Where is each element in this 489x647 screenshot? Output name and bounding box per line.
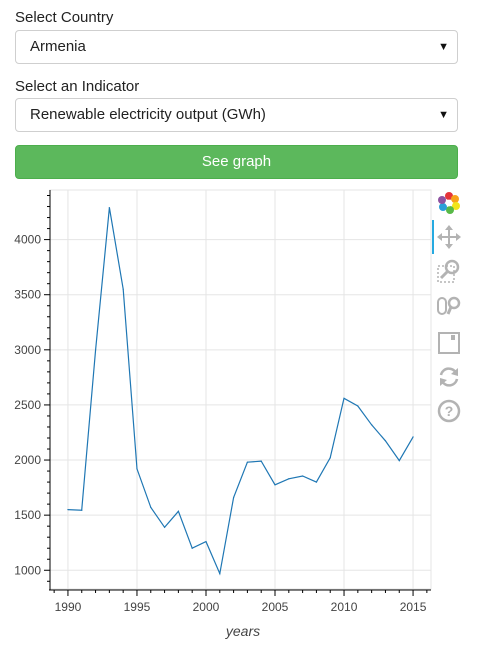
x-tick-label: 2010: [331, 600, 358, 614]
x-tick-label: 2000: [193, 600, 220, 614]
indicator-select-value: Renewable electricity output (GWh): [30, 106, 266, 123]
save-icon[interactable]: [436, 330, 462, 356]
x-tick-label: 2005: [262, 600, 289, 614]
x-axis-label: years: [225, 623, 260, 639]
data-point: [81, 509, 83, 511]
data-point: [357, 405, 359, 407]
data-point: [288, 478, 290, 480]
data-point: [94, 349, 97, 351]
series-layer: [67, 207, 414, 576]
y-tick-label: 1500: [14, 508, 41, 522]
data-point: [163, 526, 166, 528]
country-label: Select Country: [15, 9, 114, 26]
x-tick-label: 1990: [55, 600, 82, 614]
y-tick-label: 1000: [14, 563, 41, 577]
data-point: [274, 484, 276, 486]
see-graph-button[interactable]: See graph: [15, 145, 458, 179]
y-tick-label: 4000: [14, 233, 41, 247]
help-icon[interactable]: ?: [436, 398, 462, 424]
indicator-label: Select an Indicator: [15, 78, 140, 95]
reset-icon[interactable]: [436, 364, 462, 390]
active-tool-indicator: [432, 220, 434, 254]
pan-icon[interactable]: [436, 224, 462, 250]
y-tick-label: 2000: [14, 453, 41, 467]
data-point: [302, 475, 304, 477]
box-zoom-icon[interactable]: [436, 258, 462, 284]
data-point: [398, 459, 400, 462]
dropdown-arrow-icon: ▼: [438, 41, 449, 53]
axes: 1000 1500 2000 2500 3000 3500 4000 1990 1995 2000…: [14, 190, 431, 614]
data-point: [343, 397, 345, 399]
y-tick-label: 3000: [14, 343, 41, 357]
plot-background: [0, 184, 432, 647]
grid-lines: [50, 190, 431, 589]
data-point: [67, 509, 69, 511]
plot-toolbar: ?: [432, 188, 466, 428]
svg-text:?: ?: [445, 403, 454, 419]
line-chart[interactable]: 1000 1500 2000 2500 3000 3500 4000 1990 1995 2000…: [0, 184, 432, 647]
wheel-zoom-icon[interactable]: [436, 293, 462, 319]
data-point: [384, 440, 387, 442]
data-point: [122, 288, 124, 290]
data-line: [67, 207, 414, 576]
x-tick-label: 2015: [400, 600, 427, 614]
data-point: [191, 547, 193, 549]
indicator-select[interactable]: Renewable electricity output (GWh) ▼: [15, 98, 458, 132]
data-point: [371, 424, 373, 426]
data-point: [150, 506, 152, 509]
y-tick-label: 3500: [14, 288, 41, 302]
country-select[interactable]: Armenia ▼: [15, 30, 458, 64]
data-point: [315, 481, 318, 483]
bokeh-logo-icon[interactable]: [436, 190, 462, 216]
x-tick-label: 1995: [124, 600, 151, 614]
data-point: [412, 436, 414, 438]
data-point: [232, 496, 235, 499]
data-point: [136, 468, 138, 470]
country-select-value: Armenia: [30, 38, 86, 55]
data-point: [260, 460, 262, 462]
dropdown-arrow-icon: ▼: [438, 109, 449, 121]
data-point: [219, 572, 221, 575]
data-point: [246, 461, 249, 463]
data-point: [108, 207, 110, 209]
data-point: [329, 457, 331, 459]
y-tick-label: 2500: [14, 398, 41, 412]
data-point: [177, 510, 179, 512]
data-point: [205, 541, 207, 543]
